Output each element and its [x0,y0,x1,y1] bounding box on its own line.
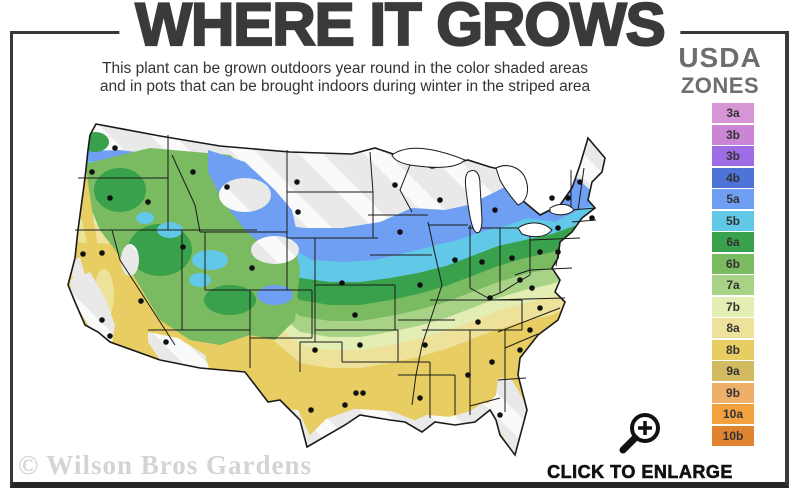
click-to-enlarge[interactable]: CLICK TO ENLARGE [540,408,740,483]
legend-item-8a: 8a [712,318,754,338]
header: WHERE IT GROWS [119,0,681,58]
us-map-svg[interactable] [60,110,680,470]
legend-item-3b: 3b [712,146,754,166]
legend-title-usda: USDA [678,42,762,73]
legend-item-6a: 6a [712,232,754,252]
magnifier-plus-icon[interactable] [614,408,666,460]
usda-zone-map[interactable] [60,110,680,470]
legend-title-zones: ZONES [680,73,760,98]
legend-items: 3a 3b 3b 4b 5a 5b 6a 6b 7a 7b 8a 8b 9a 9b 10a 10b [712,103,754,447]
legend-item-6b: 6b [712,253,754,274]
legend-item-5b: 5b [712,210,754,231]
legend-title: USDA ZONES [655,44,785,97]
city-dots [80,145,595,418]
subtitle: This plant can be grown outdoors year ro… [0,60,690,96]
legend-item-3b: 3b [712,124,754,145]
legend-item-9a: 9a [712,361,754,381]
legend-item-5a: 5a [712,189,754,209]
legend-item-7a: 7a [712,275,754,295]
legend-item-4b: 4b [712,167,754,188]
page-title: WHERE IT GROWS [134,0,667,58]
legend-item-10b: 10b [712,425,754,446]
subtitle-line-2: and in pots that can be brought indoors … [99,78,591,95]
great-lakes [391,147,575,238]
legend-item-3a: 3a [712,103,754,123]
state-borders [75,135,597,418]
legend-item-8b: 8b [712,339,754,360]
legend-item-7b: 7b [712,296,754,317]
legend-item-9b: 9b [712,382,754,403]
enlarge-label[interactable]: CLICK TO ENLARGE [547,462,733,483]
watermark: © Wilson Bros Gardens [18,450,312,480]
subtitle-line-1: This plant can be grown outdoors year ro… [102,60,588,77]
legend-item-10a: 10a [712,404,754,424]
